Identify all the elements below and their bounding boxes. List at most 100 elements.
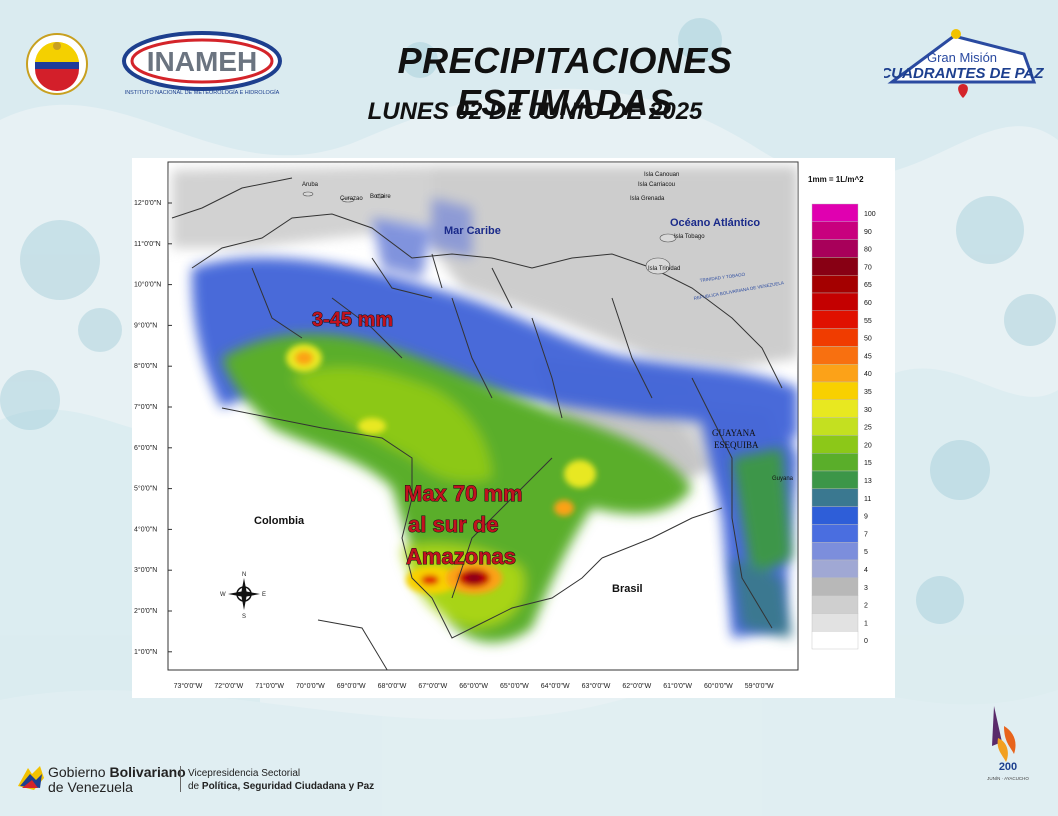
lat-label: 4°0'0"N bbox=[134, 525, 157, 533]
lon-label: 71°0'0"W bbox=[255, 682, 284, 690]
lon-label: 68°0'0"W bbox=[378, 682, 407, 690]
legend-label: 40 bbox=[864, 371, 872, 378]
label-mar-caribe: Mar Caribe bbox=[444, 225, 501, 237]
compass-e: E bbox=[262, 592, 266, 598]
legend-label: 35 bbox=[864, 389, 872, 396]
legend-swatch bbox=[811, 506, 859, 525]
legend-swatch bbox=[811, 328, 859, 347]
lon-label: 65°0'0"W bbox=[500, 682, 529, 690]
lat-label: 8°0'0"N bbox=[134, 362, 157, 370]
inameh-logo-text: INAMEH bbox=[147, 46, 257, 77]
lon-label: 66°0'0"W bbox=[459, 682, 488, 690]
lat-label: 10°0'0"N bbox=[134, 281, 161, 289]
legend-label: 3 bbox=[864, 585, 868, 592]
islands bbox=[302, 191, 677, 275]
legend-label: 7 bbox=[864, 531, 868, 538]
label-curazao: Curazao bbox=[340, 196, 363, 202]
legend-swatch bbox=[811, 488, 859, 507]
legend-swatch bbox=[811, 239, 859, 258]
inameh-logo-caption: INSTITUTO NACIONAL DE METEOROLOGÍA E HID… bbox=[125, 89, 280, 96]
lon-label: 69°0'0"W bbox=[337, 682, 366, 690]
legend-label: 80 bbox=[864, 247, 872, 254]
legend-label: 9 bbox=[864, 514, 868, 521]
lat-label: 2°0'0"N bbox=[134, 607, 157, 615]
label-bonaire: Bonaire bbox=[370, 194, 391, 200]
emblem-text1: 200 bbox=[999, 761, 1017, 773]
page-title: PRECIPITACIONES ESTIMADAS bbox=[397, 40, 733, 123]
legend-label: 11 bbox=[864, 496, 871, 503]
vice-line2b: Política, Seguridad Ciudadana y Paz bbox=[201, 781, 375, 792]
legend-label: 90 bbox=[864, 229, 872, 236]
label-esequiba: ESEQUIBA bbox=[714, 440, 759, 450]
label-trinidad: Isla Trinidad bbox=[648, 266, 680, 272]
legend-unit-note: 1mm = 1L/m^2 bbox=[808, 175, 864, 184]
label-colombia: Colombia bbox=[254, 515, 305, 527]
legend-swatch bbox=[811, 613, 859, 632]
lat-label: 7°0'0"N bbox=[134, 403, 157, 411]
lat-label: 3°0'0"N bbox=[134, 566, 157, 574]
legend-label: 13 bbox=[864, 478, 872, 485]
legend-label: 4 bbox=[864, 567, 868, 574]
legend-swatch bbox=[811, 435, 859, 454]
compass-w: W bbox=[220, 592, 226, 598]
cuadrantes-de-paz-logo: Gran Misión CUADRANTES DE PAZ bbox=[880, 26, 1044, 102]
gob-line1b: Bolivariano bbox=[109, 764, 186, 780]
label-carriacou: Isla Carriacou bbox=[638, 182, 675, 188]
legend-label: 25 bbox=[864, 425, 872, 432]
legend-label: 100 bbox=[864, 211, 876, 218]
legend-swatch bbox=[811, 346, 859, 365]
lon-label: 72°0'0"W bbox=[214, 682, 243, 690]
label-tobago: Isla Tobago bbox=[674, 234, 705, 240]
compass-n: N bbox=[242, 572, 246, 578]
legend-label: 20 bbox=[864, 442, 872, 449]
label-tt: TRINIDAD Y TOBAGO bbox=[699, 272, 745, 283]
footer-divider bbox=[180, 766, 181, 792]
annotation-max-line3: Amazonas bbox=[406, 544, 516, 569]
legend-swatch bbox=[811, 292, 859, 311]
gob-line2: de Venezuela bbox=[48, 779, 133, 795]
annotation-max-line1: Max 70 mm bbox=[404, 481, 523, 506]
label-aruba: Aruba bbox=[302, 182, 319, 188]
gob-line1a: Gobierno bbox=[48, 764, 110, 780]
lat-label: 12°0'0"N bbox=[134, 199, 161, 207]
lon-label: 67°0'0"W bbox=[418, 682, 447, 690]
legend-swatch bbox=[811, 363, 859, 383]
legend-label: 45 bbox=[864, 353, 872, 360]
legend-swatch bbox=[811, 470, 859, 489]
lon-label: 59°0'0"W bbox=[745, 682, 774, 690]
lon-label: 60°0'0"W bbox=[704, 682, 733, 690]
legend-swatch bbox=[811, 257, 859, 276]
label-guayana: GUAYANA bbox=[712, 428, 756, 438]
legend: 1009080706560555045403530252015131197543… bbox=[811, 203, 876, 650]
rainfall-field bbox=[172, 166, 798, 643]
legend-label: 5 bbox=[864, 549, 868, 556]
vicepresidencia-label: Vicepresidencia Sectorial de Política, S… bbox=[188, 767, 374, 793]
emblem-text2: JUNÍN · AYACUCHO bbox=[987, 775, 1029, 781]
label-canouan: Isla Canouan bbox=[644, 172, 679, 178]
legend-label: 65 bbox=[864, 282, 872, 289]
gobierno-label: Gobierno Bolivariano de Venezuela bbox=[48, 765, 186, 795]
page-subtitle: LUNES 02 DE JUNIO DE 2025 bbox=[367, 98, 703, 125]
lon-label: 73°0'0"W bbox=[174, 682, 203, 690]
legend-label: 70 bbox=[864, 264, 872, 271]
place-labels: Mar Caribe Océano Atlántico Colombia Bra… bbox=[254, 172, 794, 595]
lon-label: 64°0'0"W bbox=[541, 682, 570, 690]
legend-swatch bbox=[811, 595, 859, 614]
lat-label: 11°0'0"N bbox=[134, 240, 161, 248]
legend-swatch bbox=[811, 274, 859, 294]
ministry-emblem bbox=[20, 32, 94, 96]
legend-swatch bbox=[811, 221, 859, 240]
legend-swatch bbox=[811, 399, 859, 418]
venezuela-flag-icon bbox=[16, 764, 46, 792]
lat-label: 1°0'0"N bbox=[134, 648, 157, 656]
mision-logo-line1: Gran Misión bbox=[927, 50, 997, 65]
legend-swatch bbox=[811, 631, 859, 650]
compass-s: S bbox=[242, 614, 246, 620]
inameh-logo: INAMEH INSTITUTO NACIONAL DE METEOROLOGÍ… bbox=[120, 28, 290, 98]
legend-label: 50 bbox=[864, 336, 872, 343]
lon-label: 70°0'0"W bbox=[296, 682, 325, 690]
legend-swatch bbox=[811, 453, 859, 472]
annotations: 3-45 mm Max 70 mm al sur de Amazonas bbox=[312, 309, 524, 570]
legend-swatch bbox=[811, 542, 859, 561]
legend-label: 15 bbox=[864, 460, 872, 467]
